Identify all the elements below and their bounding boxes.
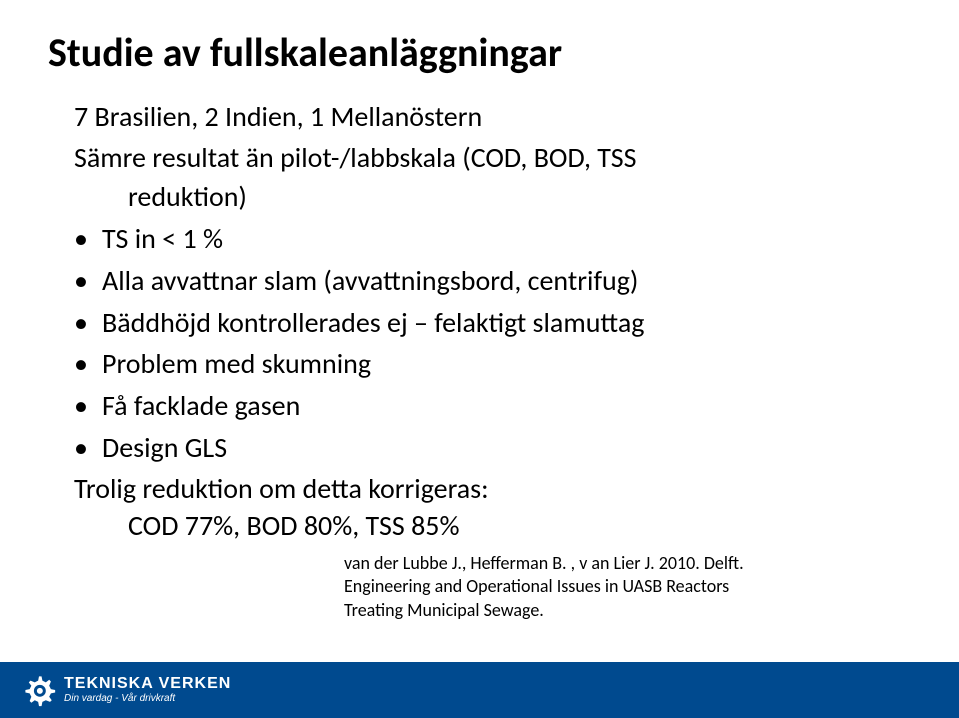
closing-detail: COD 77%, BOD 80%, TSS 85% <box>128 508 911 543</box>
bullet-item: Bäddhöjd kontrollerades ej – felaktigt s… <box>74 304 911 342</box>
logo-text-main: TEKNISKA VERKEN <box>64 676 231 692</box>
intro-line-2: reduktion) <box>128 179 911 214</box>
bullet-item: Problem med skumning <box>74 345 911 383</box>
bullet-item: TS in < 1 % <box>74 220 911 258</box>
closing-line: Trolig reduktion om detta korrigeras: <box>74 471 911 506</box>
bullet-item: Design GLS <box>74 429 911 467</box>
intro-line-1: Sämre resultat än pilot-/labbskala (COD,… <box>74 140 911 175</box>
bullet-item: Få facklade gasen <box>74 387 911 425</box>
footer-bar: TEKNISKA VERKEN Din vardag - Vår drivkra… <box>0 662 959 718</box>
citation-block: van der Lubbe J., Hefferman B. , v an Li… <box>344 552 934 622</box>
gear-icon <box>22 673 56 707</box>
bullet-item: Alla avvattnar slam (avvattningsbord, ce… <box>74 262 911 300</box>
bullet-list: TS in < 1 % Alla avvattnar slam (avvattn… <box>74 220 911 467</box>
citation-line: van der Lubbe J., Hefferman B. , v an Li… <box>344 552 934 575</box>
slide-subtitle: 7 Brasilien, 2 Indien, 1 Mellanöstern <box>74 99 911 134</box>
slide-title: Studie av fullskaleanläggningar <box>48 28 911 77</box>
citation-line: Engineering and Operational Issues in UA… <box>344 575 934 598</box>
logo-text-sub: Din vardag - Vår drivkraft <box>64 694 231 704</box>
company-logo: TEKNISKA VERKEN Din vardag - Vår drivkra… <box>22 673 231 707</box>
citation-line: Treating Municipal Sewage. <box>344 599 934 622</box>
